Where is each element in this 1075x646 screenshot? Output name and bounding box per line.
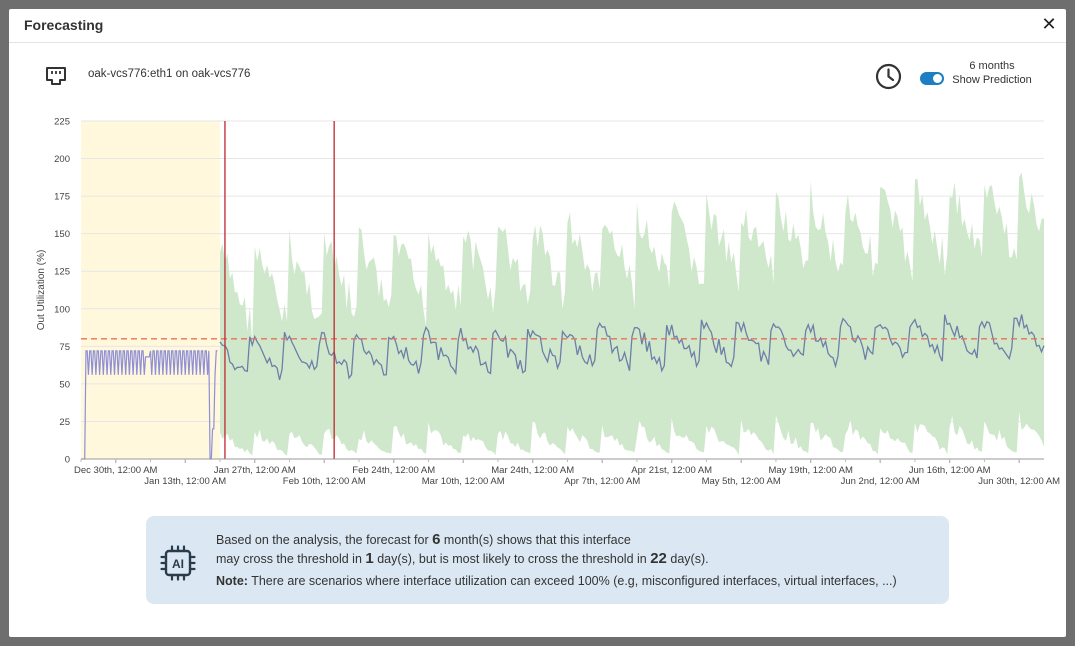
prediction-series-line [219, 314, 1045, 381]
y-tick-label: 100 [54, 304, 70, 315]
y-tick-label: 75 [59, 342, 70, 353]
y-tick-label: 25 [59, 417, 70, 428]
y-tick-label: 200 [54, 154, 70, 165]
close-icon[interactable]: ✕ [1041, 14, 1057, 34]
x-tick-label: Jun 2nd, 12:00 AM [841, 476, 920, 487]
note-text: There are scenarios where interface util… [247, 574, 897, 588]
ai-note-line: Note: There are scenarios where interfac… [216, 574, 897, 588]
ai-summary-line-1: Based on the analysis, the forecast for … [216, 531, 631, 548]
dialog-title: Forecasting [24, 17, 104, 33]
ai-text-1a: Based on the analysis, the forecast for [216, 533, 433, 547]
min-days: 1 [365, 550, 374, 567]
y-axis-label: Out Utilization (%) [36, 250, 47, 331]
x-tick-label: Jan 27th, 12:00 AM [214, 465, 296, 476]
x-tick-label: May 19th, 12:00 AM [768, 465, 853, 476]
y-tick-label: 175 [54, 192, 70, 203]
prediction-settings: 6 months Show Prediction [945, 59, 1039, 87]
dialog-header: Forecasting ✕ [9, 9, 1066, 43]
toggle-knob [933, 74, 942, 83]
likely-days: 22 [650, 550, 667, 567]
ai-summary-line-2: may cross the threshold in 1 day(s), but… [216, 550, 709, 567]
x-tick-label: Jan 13th, 12:00 AM [144, 476, 226, 487]
ai-text-2a: may cross the threshold in [216, 552, 366, 566]
ai-text-1b: month(s) shows that this interface [440, 533, 631, 547]
y-tick-label: 50 [59, 379, 70, 390]
svg-text:AI: AI [172, 557, 184, 571]
x-tick-label: Apr 7th, 12:00 AM [564, 476, 640, 487]
prediction-period: 6 months [969, 60, 1015, 72]
y-tick-label: 150 [54, 229, 70, 240]
prediction-band [219, 172, 1044, 456]
ai-chip-icon: AI [160, 545, 196, 581]
show-prediction-toggle[interactable] [920, 72, 944, 85]
x-tick-label: Feb 10th, 12:00 AM [283, 476, 366, 487]
note-label: Note: [216, 574, 248, 588]
x-tick-label: Dec 30th, 12:00 AM [74, 465, 158, 476]
history-series-line [81, 350, 218, 460]
show-prediction-label[interactable]: Show Prediction [952, 74, 1032, 86]
x-tick-label: Apr 21st, 12:00 AM [631, 465, 712, 476]
y-tick-label: 125 [54, 267, 70, 278]
history-band [81, 121, 220, 459]
x-tick-label: Feb 24th, 12:00 AM [352, 465, 435, 476]
x-tick-label: May 5th, 12:00 AM [702, 476, 781, 487]
forecast-months: 6 [432, 531, 441, 548]
clock-icon[interactable] [875, 63, 902, 90]
y-tick-label: 0 [65, 455, 70, 466]
ai-summary-box: AI Based on the analysis, the forecast f… [146, 516, 949, 604]
x-tick-label: Jun 16th, 12:00 AM [909, 465, 991, 476]
y-tick-label: 225 [54, 117, 70, 128]
ai-text-2c: day(s). [666, 552, 709, 566]
x-tick-label: Mar 24th, 12:00 AM [491, 465, 574, 476]
ai-text-2b: day(s), but is most likely to cross the … [373, 552, 651, 566]
forecast-chart: 0 25 50 75 100 125 150 175 200 225 Dec 30th, 12:00… [36, 117, 1060, 488]
x-tick-label: Mar 10th, 12:00 AM [422, 476, 505, 487]
ethernet-port-icon [46, 67, 66, 85]
interface-label: oak-vcs776:eth1 on oak-vcs776 [88, 68, 251, 80]
forecasting-dialog: Forecasting ✕ oak-vcs776:eth1 on oak-vcs… [9, 9, 1066, 637]
x-tick-label: Jun 30th, 12:00 AM [978, 476, 1060, 487]
